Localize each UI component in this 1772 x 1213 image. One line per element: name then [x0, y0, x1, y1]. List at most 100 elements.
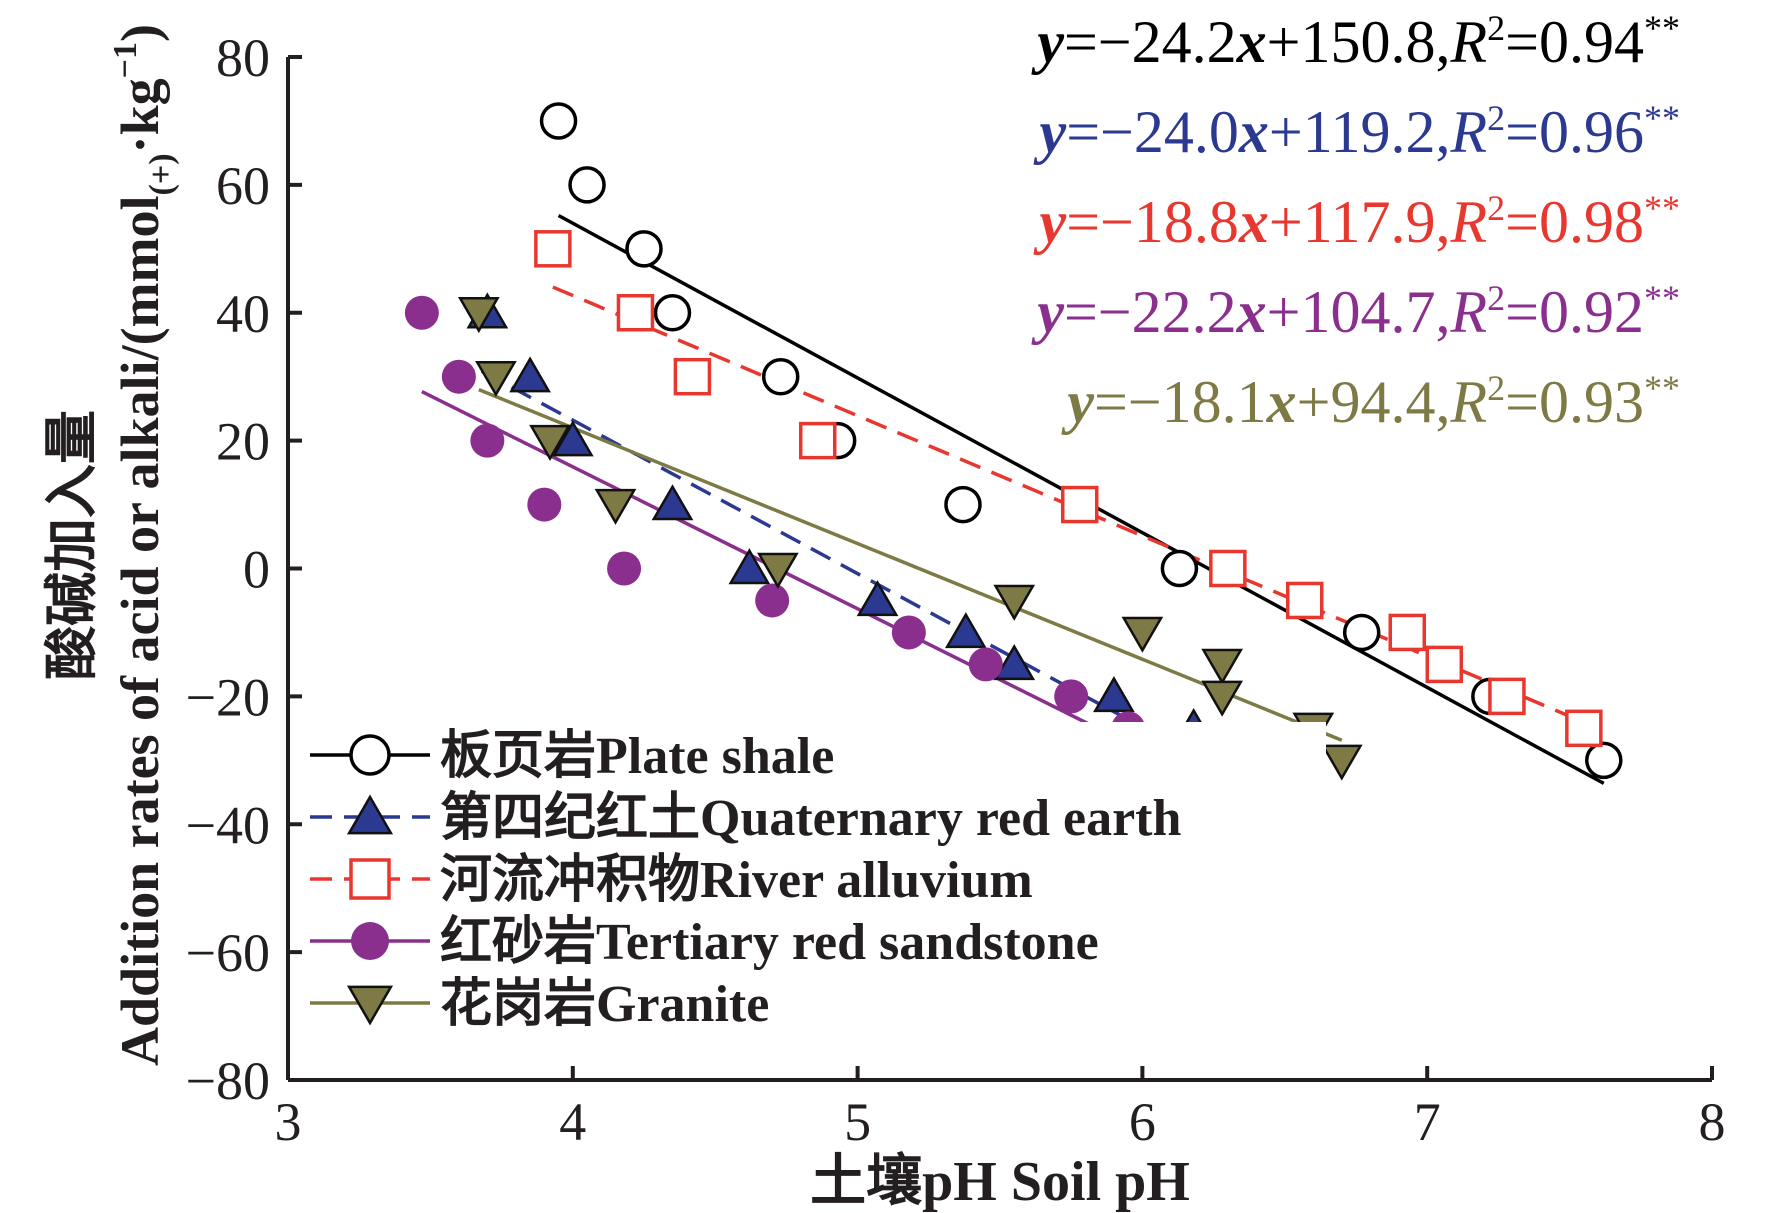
legend-label: 红砂岩Tertiary red sandstone	[440, 913, 1099, 971]
data-point	[1201, 648, 1244, 685]
data-point	[993, 584, 1036, 621]
data-point	[944, 612, 987, 649]
y-tick: −40	[186, 795, 302, 855]
legend-item: 板页岩Plate shale	[310, 727, 834, 785]
x-tick-label: 4	[559, 1092, 586, 1152]
legend-label: 第四纪红土Quaternary red earth	[440, 789, 1181, 847]
data-point	[1121, 616, 1164, 653]
fit-line-1	[480, 369, 1158, 737]
data-point	[944, 485, 982, 524]
data-point	[607, 551, 642, 586]
data-point	[1488, 677, 1526, 716]
equation-2: y=−18.8x+117.9,R2=0.98**	[1034, 188, 1680, 255]
data-point	[527, 487, 562, 522]
y-tick: −60	[186, 923, 302, 983]
data-point	[625, 230, 663, 268]
data-point	[968, 647, 1003, 682]
y-tick: −80	[186, 1051, 302, 1111]
data-point	[1060, 485, 1099, 524]
y-tick-label: 20	[216, 412, 270, 472]
data-point	[1209, 549, 1247, 588]
y-tick-label: −40	[186, 795, 270, 855]
legend-marker	[346, 985, 394, 1026]
x-tick-label: 3	[275, 1092, 302, 1152]
data-point	[404, 295, 439, 330]
x-axis-title: 土壤pH Soil pH	[810, 1151, 1190, 1213]
data-point	[1388, 613, 1427, 652]
y-tick: 80	[216, 28, 302, 88]
data-point	[529, 424, 571, 461]
data-point	[1585, 741, 1623, 780]
x-tick-label: 6	[1129, 1092, 1156, 1152]
equation-0: y=−24.2x+150.8,R2=0.94**	[1031, 8, 1680, 75]
data-point	[993, 644, 1036, 681]
x-tick-label: 5	[844, 1092, 871, 1152]
data-point	[539, 102, 578, 140]
data-point	[568, 166, 606, 204]
data-point	[761, 357, 800, 396]
legend-item: 河流冲积物River alluvium	[310, 851, 1033, 909]
data-point	[441, 359, 476, 394]
data-point	[1285, 581, 1324, 620]
x-tick: 6	[1129, 1066, 1156, 1152]
y-tick: 0	[243, 540, 302, 600]
data-point	[756, 552, 799, 589]
data-point	[856, 580, 899, 617]
data-point	[755, 583, 790, 618]
data-point	[534, 230, 572, 268]
data-point	[1565, 709, 1603, 748]
data-point	[728, 548, 771, 585]
data-point	[1342, 613, 1381, 652]
y-tick-label: 80	[216, 28, 270, 88]
x-tick: 7	[1414, 1066, 1441, 1152]
regression-equations: y=−24.2x+150.8,R2=0.94** y=−24.0x+119.2,R…	[1031, 8, 1680, 435]
axes: 80 60 40 20 0 −20 −40 −60 −803 4 5 6 7 8	[186, 28, 1726, 1152]
x-tick: 4	[559, 1066, 586, 1152]
legend-marker	[349, 734, 391, 776]
x-tick-label: 8	[1699, 1092, 1726, 1152]
legend-marker	[349, 858, 391, 900]
data-point	[616, 294, 655, 332]
x-tick: 3	[275, 1066, 302, 1152]
y-tick-label: −60	[186, 923, 270, 983]
x-tick-label: 7	[1414, 1092, 1441, 1152]
legend-background	[306, 722, 1326, 1030]
data-point	[1093, 676, 1135, 713]
data-point	[1054, 679, 1089, 714]
legend-label: 河流冲积物River alluvium	[440, 851, 1033, 909]
equation-4: y=−18.1x+94.4,R2=0.93**	[1061, 368, 1680, 435]
data-point	[653, 294, 692, 332]
y-axis-title: 酸碱加入量 Addition rates of acid or alkali/(…	[42, 24, 180, 1066]
y-tick-label: −20	[186, 667, 270, 727]
legend-label: 板页岩Plate shale	[440, 727, 834, 785]
x-tick: 8	[1699, 1066, 1726, 1152]
y-tick-label: 0	[243, 540, 270, 600]
y-tick: 60	[216, 156, 302, 216]
data-point	[891, 615, 926, 650]
data-point	[673, 357, 712, 396]
y-tick: 40	[216, 284, 302, 344]
legend-item: 红砂岩Tertiary red sandstone	[310, 913, 1099, 971]
y-tick-label: 40	[216, 284, 270, 344]
legend-item: 第四纪红土Quaternary red earth	[310, 789, 1181, 847]
legend-item: 花岗岩Granite	[310, 975, 769, 1033]
y-tick: 20	[216, 412, 302, 472]
y-axis-title-cn: 酸碱加入量	[42, 410, 102, 680]
data-point	[509, 356, 551, 393]
data-point	[1201, 680, 1244, 717]
data-point	[551, 420, 594, 457]
y-tick-label: −80	[186, 1051, 270, 1111]
legend-label: 花岗岩Granite	[440, 975, 769, 1033]
data-point	[651, 484, 694, 521]
equation-1: y=−24.0x+119.2,R2=0.96**	[1034, 98, 1680, 165]
x-tick: 5	[844, 1066, 871, 1152]
y-tick: −20	[186, 667, 302, 727]
data-point	[1160, 549, 1199, 588]
data-point	[1320, 744, 1363, 781]
data-point	[470, 423, 505, 458]
y-axis-title-en: Addition rates of acid or alkali/(mmol(+…	[107, 24, 180, 1066]
equation-3: y=−22.2x+104.7,R2=0.92**	[1031, 278, 1680, 345]
fit-line-4	[478, 388, 1343, 742]
